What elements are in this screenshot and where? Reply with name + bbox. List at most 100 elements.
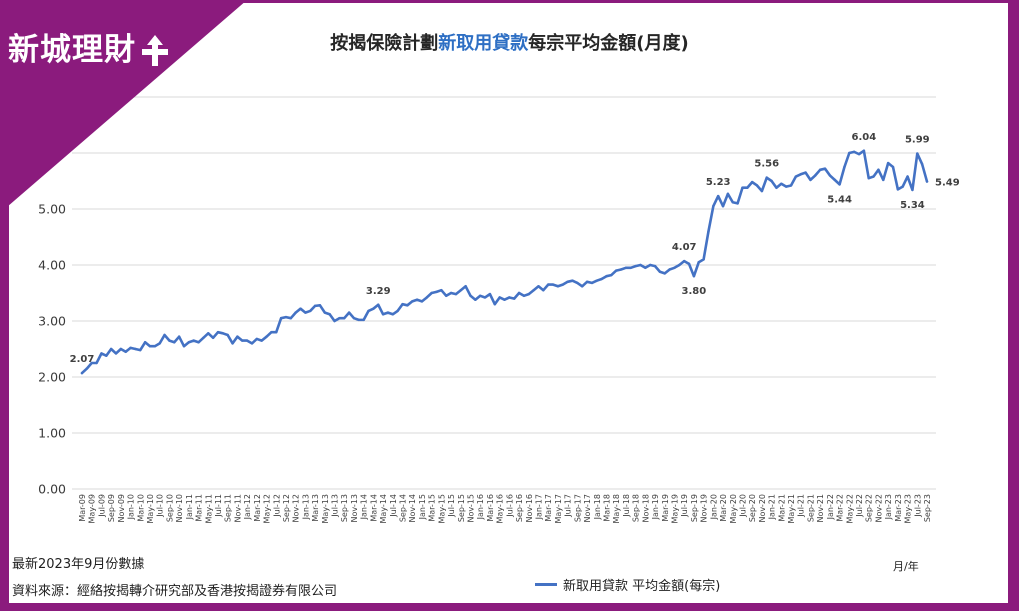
x-tick-label: May-12 [263, 494, 272, 523]
data-label: 3.29 [366, 286, 391, 297]
data-point [464, 285, 467, 288]
x-tick-label: Mar-14 [369, 494, 378, 522]
x-tick-label: Jan-15 [418, 494, 427, 520]
data-label: 2.07 [70, 354, 95, 365]
chart-legend: 新取用貸款 平均金額(每宗) [535, 575, 720, 594]
data-point [542, 289, 545, 292]
data-point [406, 304, 409, 307]
x-tick-label: Sep-17 [573, 494, 582, 522]
data-point [304, 311, 307, 314]
brand-logo: 新城理財 [8, 30, 171, 70]
x-tick-label: Sep-14 [399, 494, 408, 522]
data-point [153, 345, 157, 348]
data-point [789, 184, 793, 187]
x-tick-label: Sep-22 [865, 494, 874, 522]
data-point [731, 201, 734, 204]
data-point [911, 188, 914, 192]
x-tick-label: Mar-20 [719, 494, 728, 522]
data-point [726, 192, 730, 196]
x-tick-label: Jul-22 [855, 494, 864, 518]
data-point [483, 296, 487, 299]
x-tick-label: Sep-15 [457, 494, 466, 522]
x-tick-label: Jan-10 [127, 494, 136, 520]
data-point [765, 176, 768, 179]
data-point [513, 297, 516, 300]
data-point [750, 180, 754, 184]
x-axis-unit-label: 月/年 [893, 560, 919, 573]
x-tick-label: Jan-20 [709, 494, 718, 520]
x-tick-label: Mar-13 [311, 494, 320, 522]
x-tick-label: May-13 [321, 494, 330, 523]
data-label: 5.99 [905, 135, 930, 146]
x-tick-label: Sep-21 [806, 494, 815, 522]
data-point [323, 311, 327, 314]
x-tick-label: Jul-11 [214, 494, 223, 518]
data-point [532, 289, 535, 292]
data-point [124, 350, 127, 353]
x-tick-label: Nov-09 [117, 494, 126, 522]
data-point [784, 185, 788, 188]
data-point [760, 189, 764, 193]
x-tick-label: Mar-18 [602, 494, 611, 522]
data-point [445, 294, 448, 297]
x-tick-label: Sep-13 [340, 494, 349, 522]
data-point [794, 175, 798, 178]
data-point [85, 367, 89, 370]
title-suffix: 每宗平均金額(月度) [528, 33, 689, 54]
x-tick-label: Jan-21 [768, 494, 777, 520]
data-point [624, 266, 628, 269]
x-tick-label: May-15 [437, 494, 446, 523]
x-tick-label: Jul-23 [913, 494, 922, 518]
data-point [435, 290, 438, 294]
x-tick-label: Sep-11 [224, 494, 233, 522]
data-point [828, 174, 832, 177]
data-point [746, 186, 749, 189]
x-tick-label: Nov-12 [292, 494, 301, 522]
data-point [362, 318, 365, 322]
data-point [634, 264, 637, 268]
x-tick-label: Sep-18 [632, 494, 641, 522]
data-point [716, 194, 720, 198]
data-label: 5.44 [827, 194, 852, 205]
data-point [891, 165, 895, 169]
data-point [658, 270, 662, 273]
x-tick-label: Jan-17 [534, 494, 543, 520]
data-point [498, 296, 501, 299]
data-point [595, 279, 598, 282]
data-point [780, 182, 783, 185]
x-tick-label: Sep-09 [107, 494, 116, 522]
data-point [605, 275, 608, 278]
data-label: 5.34 [900, 200, 925, 211]
data-point [721, 205, 725, 208]
data-point [250, 342, 254, 345]
y-tick-label: 3.00 [38, 314, 66, 329]
data-point [682, 259, 686, 263]
data-point [848, 151, 851, 155]
data-point [581, 285, 584, 288]
data-point [925, 180, 929, 183]
data-point [255, 337, 259, 341]
data-point [182, 345, 186, 348]
x-tick-label: Nov-22 [874, 494, 883, 522]
data-point [139, 348, 142, 352]
data-point [668, 268, 671, 271]
data-point [901, 185, 904, 188]
data-point [576, 281, 579, 285]
data-point [799, 173, 802, 176]
data-labels: 2.07 3.29 4.07 3.80 5.23 5.56 5.44 6.04 5.34 5.99… [70, 132, 960, 365]
data-point [678, 263, 681, 267]
data-point [804, 171, 807, 174]
data-point [284, 315, 288, 319]
chart-card [9, 3, 1008, 603]
x-tick-label: Mar-16 [486, 494, 495, 522]
data-point [328, 313, 331, 316]
data-point [197, 341, 200, 344]
x-tick-label: Sep-19 [690, 494, 699, 522]
data-point [619, 268, 623, 271]
data-point [143, 341, 147, 344]
data-point [90, 361, 93, 365]
data-point [469, 294, 472, 297]
data-point [551, 283, 555, 286]
data-point [600, 277, 603, 281]
